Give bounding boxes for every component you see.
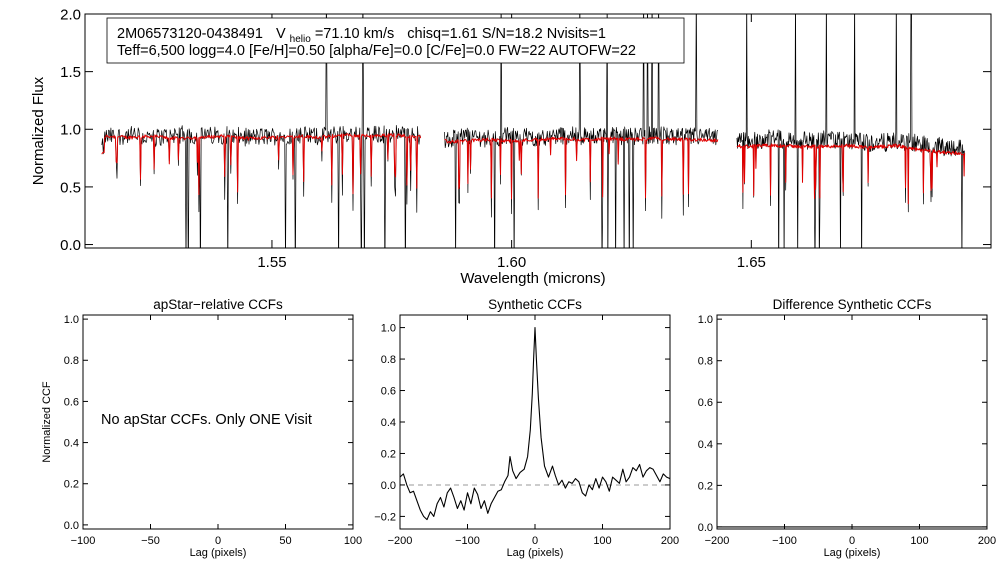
x-tick-label: 100 [344, 535, 362, 547]
y-tick-label: 0.6 [64, 396, 79, 408]
synthetic-xlabel: Lag (pixels) [507, 547, 564, 559]
y-tick-label: 0.5 [60, 179, 81, 196]
y-tick-label: 0.0 [381, 480, 396, 492]
y-tick-label: 1.0 [381, 323, 396, 335]
difference-ticks: −200 −100 0 100 200 0.0 0.2 0.4 0.6 0.8 1.0 [698, 314, 996, 547]
x-tick-label: 1.60 [497, 254, 526, 271]
y-tick-label: 0.2 [64, 479, 79, 491]
y-tick-label: 1.0 [60, 122, 81, 139]
y-tick-label: 0.6 [698, 397, 713, 409]
vhelio-value: =71.10 km/s [315, 26, 394, 42]
difference-axes-frame [716, 314, 988, 530]
x-tick-label: 200 [661, 535, 679, 547]
model-spectrum-segment [444, 136, 719, 200]
x-tick-label: 100 [593, 535, 611, 547]
x-tick-label: 200 [978, 535, 996, 547]
fit-stats: chisq=1.61 S/N=18.2 Nvisits=1 [407, 26, 606, 42]
x-tick-label: 1.65 [737, 254, 766, 271]
model-spectrum-segment [736, 143, 966, 205]
apstar-title: apStar−relative CCFs [153, 297, 283, 312]
difference-panel: −200 −100 0 100 200 0.0 0.2 0.4 0.6 0.8 1.0 Differ… [698, 297, 996, 559]
y-tick-label: 0.4 [381, 417, 396, 429]
synthetic-title: Synthetic CCFs [488, 297, 582, 312]
star-id: 2M06573120-0438491 [117, 26, 263, 42]
x-tick-label: −50 [141, 535, 160, 547]
annotation-line-2: Teff=6,500 logg=4.0 [Fe/H]=0.50 [alpha/F… [117, 43, 636, 59]
synthetic-axes-frame [399, 314, 671, 530]
vhelio-subscript: helio [290, 34, 312, 45]
spectrum-lines [101, 14, 966, 248]
spectrum-panel: 1.55 1.60 1.65 0.0 0.5 1.0 1.5 2.0 Wavelength (… [30, 6, 992, 287]
x-tick-label: 0 [849, 535, 855, 547]
synthetic-ticks: −200 −100 0 100 200 −0.2 0.0 0.2 0.4 0.6 0.8 1.0 [374, 315, 679, 547]
x-tick-label: 100 [910, 535, 928, 547]
y-tick-label: 0.0 [64, 520, 79, 532]
annotation-box [106, 17, 685, 64]
synthetic-ccf-line [399, 327, 671, 521]
spectrum-axes-frame [84, 13, 992, 249]
y-tick-label: 0.8 [698, 356, 713, 368]
spectrum-ticks: 1.55 1.60 1.65 0.0 0.5 1.0 1.5 2.0 [60, 6, 991, 271]
model-spectrum-segment [101, 133, 422, 196]
x-tick-label: 50 [279, 535, 291, 547]
x-tick-label: −100 [71, 535, 96, 547]
y-tick-label: 0.2 [698, 480, 713, 492]
x-tick-label: 1.55 [257, 254, 286, 271]
ccf-curve [399, 327, 671, 521]
model-spectrum [101, 133, 966, 205]
x-tick-label: 0 [215, 535, 221, 547]
y-tick-label: 0.2 [381, 448, 396, 460]
y-tick-label: 0.4 [698, 439, 713, 451]
difference-title: Difference Synthetic CCFs [773, 297, 932, 312]
x-tick-label: −200 [705, 535, 730, 547]
annotation-line-1: 2M06573120-0438491 V helio =71.10 km/s c… [117, 26, 606, 46]
x-tick-label: −100 [455, 535, 480, 547]
observed-spectrum-segment [736, 14, 965, 248]
vhelio-label: V [276, 26, 286, 42]
y-tick-label: 0.4 [64, 438, 79, 450]
y-tick-label: 2.0 [60, 6, 81, 23]
spectrum-xlabel: Wavelength (microns) [460, 270, 605, 287]
apstar-xlabel: Lag (pixels) [190, 547, 247, 559]
x-tick-label: 0 [532, 535, 538, 547]
y-tick-label: 1.0 [698, 314, 713, 326]
y-tick-label: 0.8 [64, 355, 79, 367]
apstar-panel: −100 −50 0 50 100 0.0 0.2 0.4 0.6 0.8 1.0 apStar−r… [41, 297, 362, 559]
y-tick-label: 1.0 [64, 314, 79, 326]
y-tick-label: −0.2 [374, 511, 396, 523]
apstar-ticks: −100 −50 0 50 100 0.0 0.2 0.4 0.6 0.8 1.0 [64, 314, 362, 547]
y-tick-label: 0.8 [381, 354, 396, 366]
y-tick-label: 0.0 [698, 522, 713, 534]
y-tick-label: 0.0 [60, 237, 81, 254]
difference-xlabel: Lag (pixels) [824, 547, 881, 559]
synthetic-panel: −200 −100 0 100 200 −0.2 0.0 0.2 0.4 0.6 0.8 1.0 Sy… [374, 297, 679, 559]
x-tick-label: −200 [388, 535, 413, 547]
y-tick-label: 0.6 [381, 385, 396, 397]
spectrum-ylabel: Normalized Flux [30, 76, 47, 185]
y-tick-label: 1.5 [60, 64, 81, 81]
apstar-no-data-message: No apStar CCFs. Only ONE Visit [101, 412, 312, 428]
x-tick-label: −100 [772, 535, 797, 547]
apstar-ylabel: Normalized CCF [41, 381, 53, 463]
